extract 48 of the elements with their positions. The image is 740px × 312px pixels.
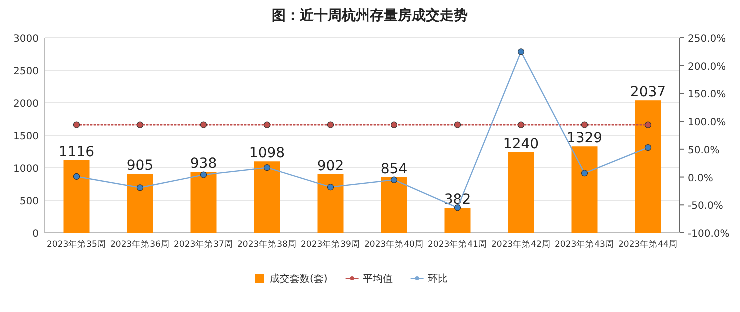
x-tick-label: 2023年第43周	[555, 239, 614, 250]
x-tick-label: 2023年第35周	[47, 239, 106, 250]
x-tick-label: 2023年第38周	[238, 239, 297, 250]
chart-title: 图：近十周杭州存量房成交走势	[272, 7, 468, 24]
y2-tick-label: 0.0%	[688, 173, 714, 184]
x-tick-label: 2023年第37周	[174, 239, 234, 250]
data-label: 905	[126, 158, 154, 174]
data-label: 1329	[566, 130, 603, 147]
y2-tick-label: 200.0%	[688, 62, 726, 73]
bar	[572, 146, 598, 233]
data-label: 902	[317, 158, 344, 174]
bar	[508, 152, 534, 233]
bar	[444, 208, 471, 233]
y2-tick-label: -50.0%	[688, 201, 724, 212]
data-label: 938	[190, 156, 218, 172]
y-tick-label: 2000	[14, 99, 39, 110]
y-tick-label: 2500	[14, 66, 39, 78]
y-tick-label: 500	[20, 196, 39, 208]
legend-label: 环比	[428, 273, 448, 285]
x-tick-label: 2023年第41周	[428, 239, 488, 250]
bar	[381, 177, 408, 233]
y2-tick-label: 150.0%	[688, 90, 726, 101]
bar	[635, 100, 662, 233]
x-tick-label: 2023年第36周	[110, 239, 170, 250]
x-tick-label: 2023年第40周	[364, 239, 424, 250]
data-label: 1240	[503, 136, 540, 152]
y-tick-label: 0	[32, 229, 39, 240]
data-label: 1116	[58, 144, 95, 160]
data-label: 1098	[249, 146, 286, 162]
y-tick-label: 1500	[14, 132, 39, 142]
y-tick-label: 3000	[14, 34, 39, 45]
y2-tick-label: 250.0%	[688, 34, 726, 45]
bar	[318, 174, 344, 233]
bar	[64, 160, 90, 233]
bar	[127, 174, 154, 233]
y2-tick-label: 50.0%	[688, 145, 720, 156]
x-tick-label: 2023年第39周	[301, 239, 360, 250]
x-tick-label: 2023年第42周	[492, 239, 551, 250]
legend-label: 平均值	[362, 273, 393, 285]
data-label: 854	[380, 161, 408, 178]
legend-label: 成交套数(套)	[270, 273, 328, 285]
x-tick-label: 2023年第44周	[618, 239, 678, 250]
y-tick-label: 1000	[14, 164, 39, 175]
data-label: 2037	[630, 84, 666, 101]
bar	[190, 172, 217, 233]
y2-tick-label: -100.0%	[688, 229, 730, 240]
bar	[254, 162, 280, 233]
y2-tick-label: 100.0%	[688, 118, 726, 129]
